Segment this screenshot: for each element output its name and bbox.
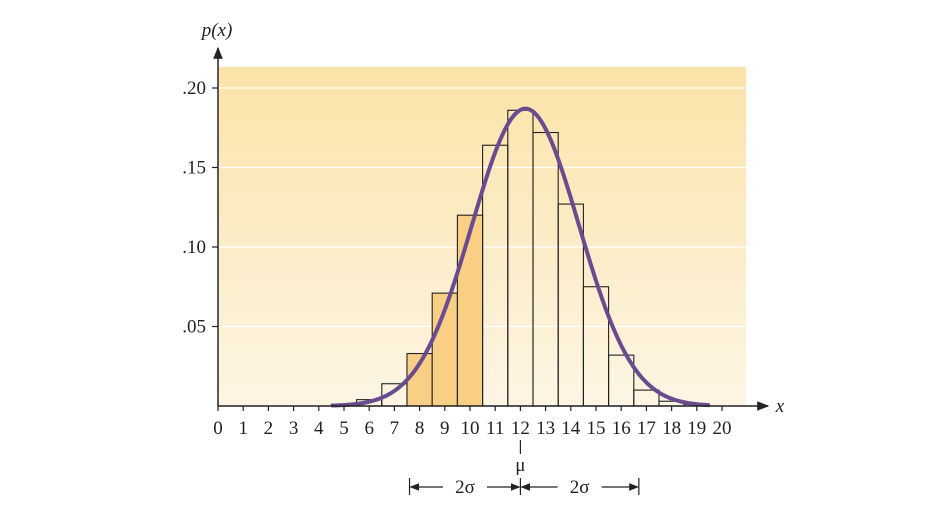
- x-tick-label-14: 14: [561, 418, 581, 439]
- x-tick-label-20: 20: [713, 418, 732, 439]
- x-tick-label-10: 10: [461, 418, 480, 439]
- x-ticks: 0 1 2 3 4 5 6 7 8 9 10 11 12 13 14 15 16 17 18 19 20: [213, 406, 732, 439]
- y-tick-label-0: .05: [182, 317, 206, 338]
- sigma-annotation: μ 2σ 2σ: [408, 440, 640, 498]
- x-tick-label-1: 1: [238, 418, 248, 439]
- sigma-label-right: 2σ: [570, 477, 590, 498]
- x-tick-label-13: 13: [536, 418, 555, 439]
- x-tick-label-12: 12: [511, 418, 530, 439]
- x-tick-label-15: 15: [587, 418, 606, 439]
- normal-curve: [331, 106, 710, 408]
- x-tick-label-3: 3: [289, 418, 299, 439]
- x-tick-label-0: 0: [213, 418, 223, 439]
- y-tick-label-3: .20: [182, 78, 206, 99]
- y-tick-label-2: .15: [182, 158, 206, 179]
- x-tick-label-2: 2: [264, 418, 274, 439]
- x-tick-label-4: 4: [314, 418, 324, 439]
- x-tick-label-7: 7: [390, 418, 400, 439]
- x-tick-label-5: 5: [339, 418, 349, 439]
- mu-label: μ: [515, 455, 525, 476]
- x-axis-label: x: [775, 396, 785, 417]
- histogram-bars: [330, 109, 710, 407]
- x-tick-label-8: 8: [415, 418, 425, 439]
- x-tick-label-6: 6: [364, 418, 374, 439]
- x-tick-label-16: 16: [612, 418, 631, 439]
- x-tick-label-18: 18: [662, 418, 681, 439]
- bar-10: [456, 214, 484, 407]
- x-tick-label-19: 19: [687, 418, 706, 439]
- x-tick-label-11: 11: [486, 418, 504, 439]
- x-tick-label-9: 9: [440, 418, 450, 439]
- y-tick-label-1: .10: [182, 237, 206, 258]
- x-tick-label-17: 17: [637, 418, 656, 439]
- y-ticks: .05 .10 .15 .20: [182, 78, 218, 338]
- y-axis-label: p(x): [200, 20, 233, 41]
- sigma-label-left: 2σ: [455, 477, 475, 498]
- axes: [213, 46, 770, 411]
